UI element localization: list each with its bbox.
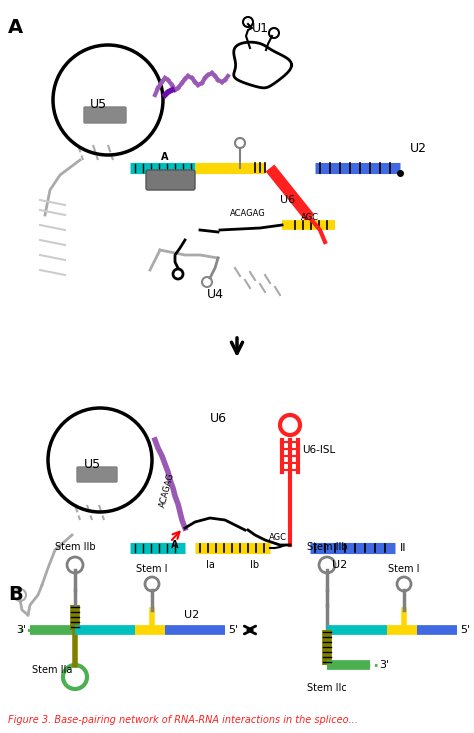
Text: Ib: Ib (250, 560, 260, 570)
Text: A: A (161, 152, 169, 162)
Text: AGC: AGC (269, 534, 287, 542)
Text: Stem I: Stem I (388, 564, 420, 574)
Text: U5: U5 (83, 459, 100, 471)
Text: U6: U6 (281, 195, 296, 205)
Text: Stem IIb: Stem IIb (55, 542, 95, 552)
Text: U1: U1 (252, 22, 268, 35)
Text: A: A (171, 540, 179, 550)
FancyBboxPatch shape (146, 170, 195, 190)
Text: Stem I: Stem I (136, 564, 168, 574)
Text: AGC: AGC (301, 213, 319, 223)
Text: ACAGAG: ACAGAG (230, 208, 266, 218)
Text: 3': 3' (16, 625, 26, 635)
Text: 3': 3' (379, 660, 389, 670)
Text: Ia: Ia (206, 560, 214, 570)
FancyBboxPatch shape (77, 467, 117, 482)
Text: Stem IIa: Stem IIa (32, 665, 72, 675)
Text: Stem IIb: Stem IIb (307, 542, 347, 552)
Text: Figure 3. Base-pairing network of RNA-RNA interactions in the spliceo...: Figure 3. Base-pairing network of RNA-RN… (8, 715, 358, 725)
FancyBboxPatch shape (84, 107, 126, 123)
Text: U6-ISL: U6-ISL (302, 445, 335, 455)
Text: U2: U2 (332, 560, 347, 570)
Text: ACAGAG: ACAGAG (158, 471, 176, 509)
Text: U5: U5 (90, 98, 107, 111)
Text: U2: U2 (184, 610, 200, 620)
Text: U6: U6 (210, 411, 227, 424)
Text: 5': 5' (460, 625, 470, 635)
Text: A: A (8, 18, 23, 37)
Text: 5': 5' (228, 625, 238, 635)
Text: U4: U4 (207, 289, 224, 301)
Text: B: B (8, 585, 23, 604)
Text: U2: U2 (410, 141, 427, 155)
Text: Stem IIc: Stem IIc (307, 683, 347, 693)
Text: II: II (400, 543, 407, 553)
